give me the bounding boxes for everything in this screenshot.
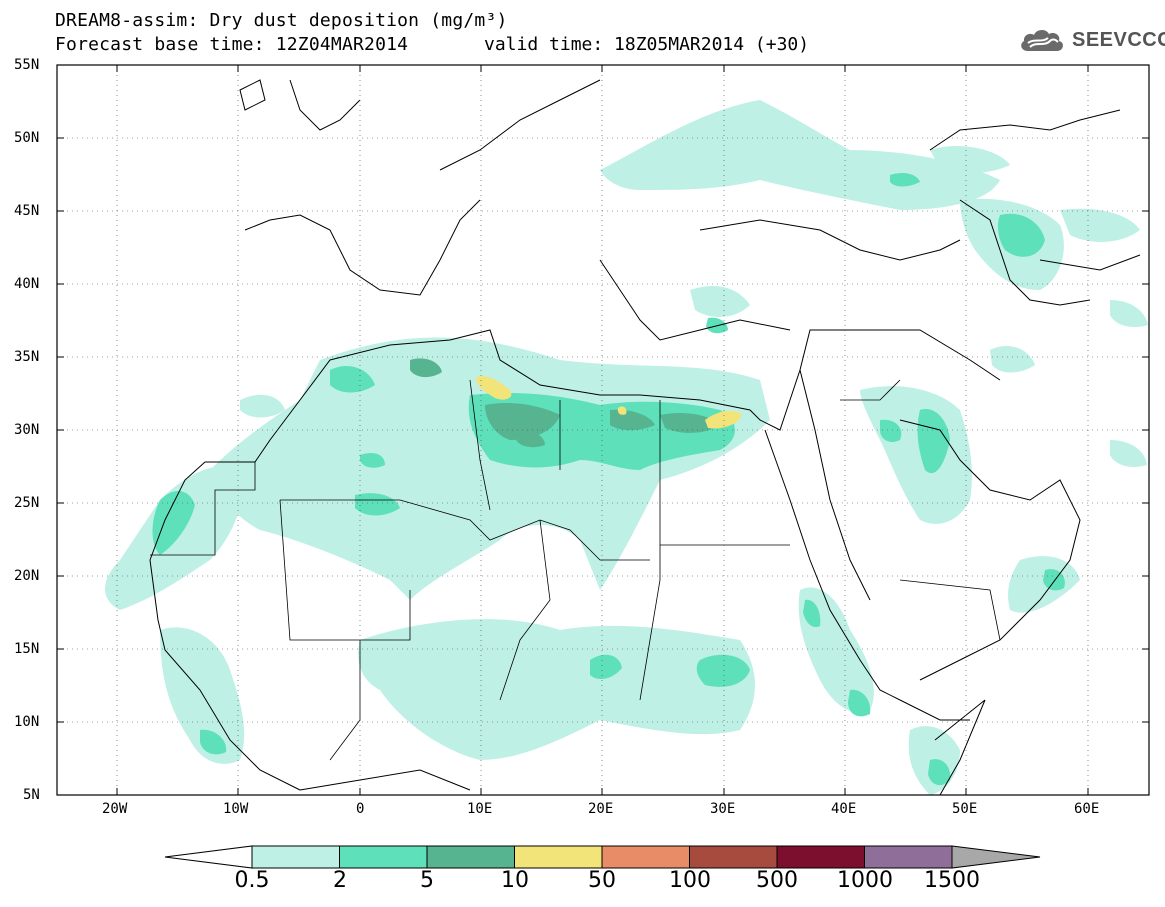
valid-time: valid time: 18Z05MAR2014 (+30) bbox=[484, 34, 810, 55]
legend-label: 2 bbox=[333, 868, 347, 893]
seevccc-logo: SEEVCCC bbox=[1018, 27, 1165, 53]
legend-color-box bbox=[864, 845, 953, 869]
legend-label: 0.5 bbox=[234, 868, 270, 893]
legend-label: 50 bbox=[588, 868, 616, 893]
dust-level-10 bbox=[476, 376, 742, 429]
legend-label: 5 bbox=[420, 868, 434, 893]
legend-label: 100 bbox=[669, 868, 711, 893]
lon-label: 60E bbox=[1074, 801, 1100, 817]
legend-label: 1000 bbox=[837, 868, 893, 893]
lat-label: 15N bbox=[14, 641, 40, 657]
lat-label: 25N bbox=[14, 495, 40, 511]
political-borders bbox=[150, 379, 1001, 761]
lon-label: 40E bbox=[831, 801, 857, 817]
legend-color-box bbox=[251, 845, 340, 869]
lon-label: 0 bbox=[356, 801, 365, 817]
lat-label: 40N bbox=[14, 276, 40, 292]
legend-color-box bbox=[514, 845, 603, 869]
lat-label: 45N bbox=[14, 203, 40, 219]
lat-label: 35N bbox=[14, 349, 40, 365]
lon-label: 20E bbox=[588, 801, 614, 817]
color-legend bbox=[164, 845, 1041, 869]
lon-label: 10W bbox=[223, 801, 249, 817]
legend-over-triangle bbox=[951, 845, 1041, 869]
lat-label: 10N bbox=[14, 714, 40, 730]
dust-level-2 bbox=[152, 172, 1065, 786]
lat-label: 50N bbox=[14, 130, 40, 146]
logo-text: SEEVCCC bbox=[1072, 28, 1165, 51]
legend-color-box bbox=[689, 845, 778, 869]
lon-label: 30E bbox=[710, 801, 736, 817]
legend-label: 10 bbox=[501, 868, 529, 893]
legend-color-box bbox=[601, 845, 690, 869]
coastlines bbox=[149, 79, 1141, 796]
lon-label: 20W bbox=[102, 801, 128, 817]
legend-label: 500 bbox=[756, 868, 798, 893]
legend-label: 1500 bbox=[924, 868, 980, 893]
graticule bbox=[57, 65, 1149, 795]
lat-label: 30N bbox=[14, 422, 40, 438]
lat-label: 20N bbox=[14, 568, 40, 584]
lat-label: 5N bbox=[23, 787, 40, 803]
dust-level-5 bbox=[410, 358, 720, 448]
cloud-icon bbox=[1021, 29, 1063, 51]
lon-label: 50E bbox=[952, 801, 978, 817]
lat-label: 55N bbox=[14, 57, 40, 73]
forecast-base-time: Forecast base time: 12Z04MAR2014 bbox=[55, 34, 409, 55]
legend-color-box bbox=[776, 845, 865, 869]
map-title: DREAM8-assim: Dry dust deposition (mg/m³… bbox=[55, 10, 508, 31]
lon-label: 10E bbox=[467, 801, 493, 817]
legend-under-triangle bbox=[164, 845, 253, 869]
legend-color-box bbox=[339, 845, 428, 869]
legend-color-box bbox=[426, 845, 515, 869]
tick-marks bbox=[57, 64, 1149, 796]
